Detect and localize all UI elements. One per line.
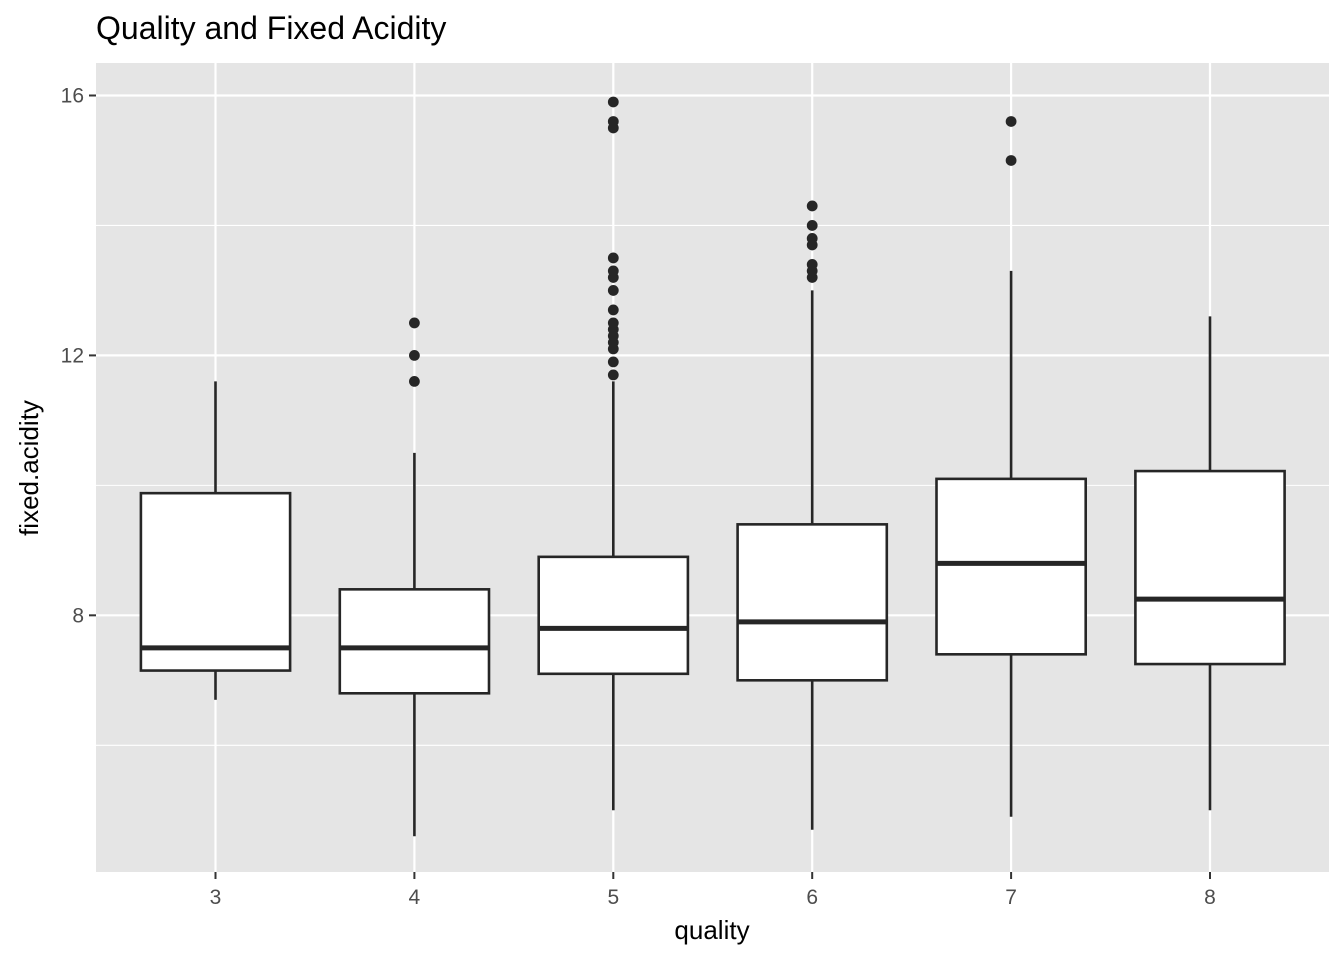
outlier-point [607,356,619,368]
outlier-point [806,220,818,231]
outlier-point [607,304,619,316]
outlier-point [806,259,818,270]
outlier-point [806,200,818,212]
x-tick-label: 6 [806,886,818,909]
y-tick-label: 16 [61,84,84,107]
outlier-point [607,252,619,264]
box-group-6 [736,200,889,830]
outlier-point [607,317,619,329]
box-group-4 [338,317,491,837]
outlier-point [409,350,420,361]
box-iqr [338,588,491,695]
y-axis-title: fixed.acidity [14,400,44,536]
y-tick-label: 8 [72,604,84,627]
x-tick-label: 8 [1204,886,1216,909]
box-iqr [537,555,690,676]
outlier-point [1005,116,1017,127]
chart-title: Quality and Fixed Acidity [96,10,446,46]
outlier-point [607,265,619,277]
y-tick-label: 12 [61,344,84,367]
box-iqr [736,523,889,682]
x-tick-label: 3 [210,886,222,909]
x-tick-label: 5 [607,886,619,909]
axes: 8 12 16 3 4 5 6 7 8 [61,84,1216,909]
x-axis-title: quality [674,915,749,945]
box-iqr [935,477,1087,656]
plot-panel [96,63,1329,872]
boxplot-series [139,96,1286,837]
box-group-5 [537,96,690,811]
outlier-point [607,96,619,108]
box-iqr [139,491,292,672]
box-iqr [1134,469,1286,666]
outlier-point [607,116,619,127]
x-tick-label: 7 [1005,886,1017,909]
outlier-point [409,317,420,329]
outlier-point [806,233,818,244]
outlier-point [409,376,420,387]
outlier-point [607,369,619,381]
box-group-8 [1134,316,1286,811]
outlier-point [1005,155,1017,166]
outlier-point [607,285,619,296]
box-group-3 [139,381,292,700]
x-tick-label: 4 [409,886,421,909]
box-group-7 [935,116,1087,817]
